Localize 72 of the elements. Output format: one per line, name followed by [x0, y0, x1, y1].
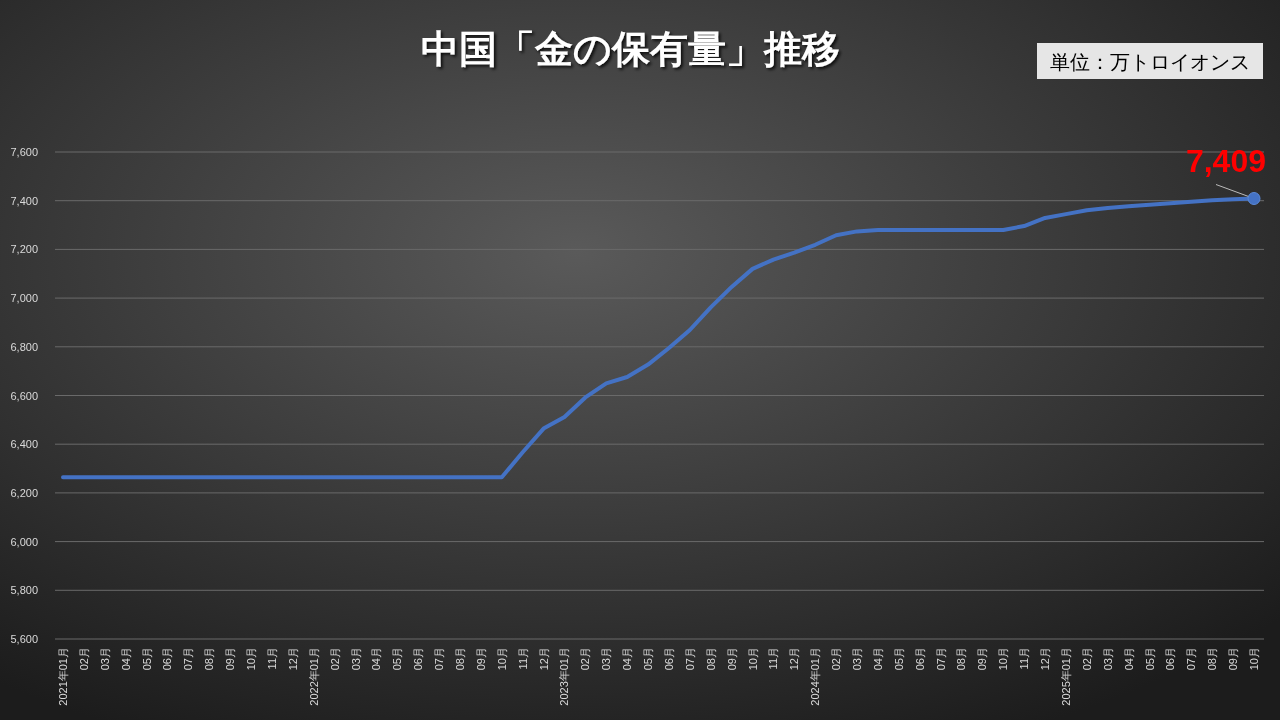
x-tick-label: 03月: [1101, 647, 1114, 671]
x-tick-label: 02月: [1080, 647, 1093, 671]
x-tick-label: 12月: [1039, 647, 1052, 671]
x-tick-label: 08月: [955, 647, 968, 671]
y-tick-label: 7,600: [10, 146, 38, 158]
y-tick-label: 6,000: [10, 535, 38, 548]
x-tick-label: 07月: [934, 647, 947, 671]
y-tick-label: 7,400: [10, 194, 38, 207]
x-tick-label: 03月: [98, 647, 111, 671]
y-tick-label: 5,800: [10, 584, 38, 597]
x-tick-label: 2024年01月: [809, 647, 822, 706]
x-tick-label: 11月: [1018, 647, 1031, 670]
y-tick-label: 7,000: [10, 292, 38, 305]
x-tick-label: 10月: [997, 647, 1010, 671]
x-tick-label: 03月: [349, 647, 362, 671]
x-tick-label: 2025年01月: [1059, 647, 1072, 706]
x-tick-label: 09月: [725, 647, 738, 671]
y-tick-label: 6,600: [10, 389, 38, 402]
x-tick-label: 03月: [600, 647, 613, 671]
x-tick-label: 09月: [1227, 647, 1240, 671]
x-tick-label: 09月: [224, 647, 237, 671]
x-tick-label: 02月: [830, 647, 843, 671]
x-tick-label: 11月: [265, 647, 278, 670]
x-tick-label: 10月: [746, 647, 759, 671]
x-tick-label: 10月: [1248, 647, 1260, 671]
x-tick-label: 07月: [182, 647, 195, 671]
x-tick-label: 02月: [77, 647, 90, 671]
x-tick-label: 12月: [286, 647, 299, 671]
x-tick-label: 07月: [1185, 647, 1198, 671]
text: 単位：万トロイオンス: [1050, 50, 1250, 74]
x-tick-label: 11月: [767, 647, 780, 670]
x-tick-label: 10月: [245, 647, 258, 671]
chart-title: 中国「金の保有量」推移: [420, 27, 840, 71]
x-tick-label: 08月: [704, 647, 717, 671]
x-tick-label: 03月: [851, 647, 863, 671]
x-tick-label: 07月: [433, 647, 446, 671]
x-tick-label: 06月: [161, 647, 174, 671]
x-tick-label: 04月: [1122, 647, 1135, 671]
x-tick-label: 06月: [1164, 647, 1177, 671]
x-tick-label: 2022年01月: [307, 647, 320, 706]
x-tick-label: 2021年01月: [57, 647, 69, 706]
x-tick-label: 04月: [370, 647, 383, 671]
x-tick-label: 08月: [203, 647, 216, 671]
x-tick-label: 08月: [454, 647, 466, 671]
x-tick-label: 05月: [642, 647, 655, 671]
x-tick-label: 09月: [474, 647, 487, 671]
x-tick-label: 09月: [976, 647, 989, 671]
x-tick-label: 06月: [913, 647, 926, 671]
x-tick-label: 02月: [328, 647, 341, 671]
y-tick-label: 6,400: [10, 438, 38, 451]
data-label: 7,409: [1185, 142, 1266, 179]
x-tick-label: 10月: [495, 647, 508, 671]
x-tick-label: 04月: [871, 647, 884, 671]
x-tick-label: 04月: [621, 647, 634, 671]
x-tick-label: 06月: [662, 647, 675, 671]
y-tick-label: 6,800: [10, 340, 38, 353]
x-tick-label: 07月: [683, 647, 696, 671]
x-tick-label: 2023年01月: [558, 647, 571, 706]
y-tick-label: 7,200: [10, 243, 38, 256]
y-tick-label: 5,600: [10, 633, 38, 645]
x-tick-label: 05月: [1143, 647, 1156, 671]
x-tick-label: 05月: [140, 647, 153, 671]
y-tick-label: 6,200: [10, 486, 38, 499]
x-tick-label: 06月: [412, 647, 425, 671]
x-tick-label: 12月: [788, 647, 801, 671]
x-tick-label: 02月: [579, 647, 592, 671]
x-tick-label: 11月: [516, 647, 529, 670]
x-tick-label: 05月: [391, 647, 404, 671]
x-tick-label: 05月: [892, 647, 905, 671]
x-tick-label: 08月: [1206, 647, 1219, 671]
x-tick-label: 04月: [119, 647, 132, 671]
x-tick-label: 12月: [537, 647, 550, 671]
